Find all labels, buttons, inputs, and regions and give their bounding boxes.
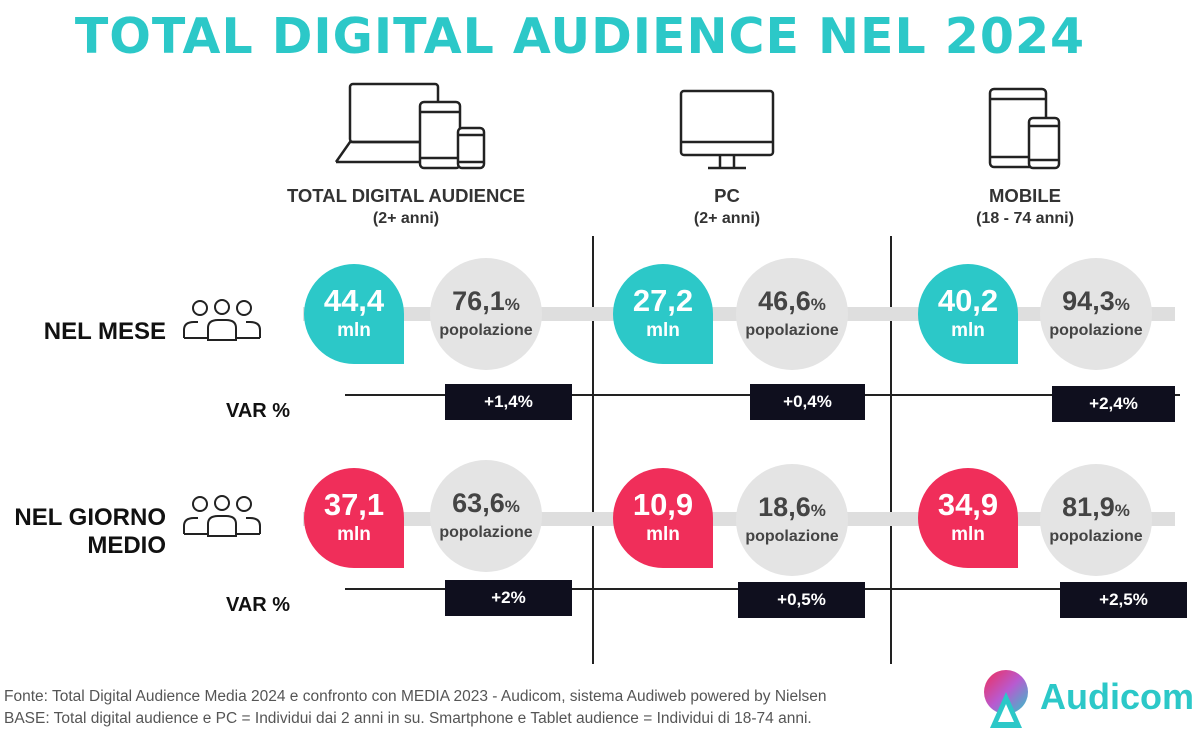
var-badge: +2% xyxy=(445,580,572,616)
population-pct: 81,9 xyxy=(1062,492,1115,522)
population-label: popolazione xyxy=(439,322,533,339)
population-circle: 18,6% popolazione xyxy=(736,464,848,576)
column-divider xyxy=(592,236,594,664)
people-group-icon xyxy=(183,299,261,341)
var-badge: +1,4% xyxy=(445,384,572,420)
page-title: TOTAL DIGITAL AUDIENCE NEL 2024 xyxy=(74,8,1086,65)
audience-drop: 40,2 mln xyxy=(918,264,1018,364)
mobile-devices-icon xyxy=(988,87,1061,170)
column-subtitle: (2+ anni) xyxy=(372,210,440,227)
audience-unit: mln xyxy=(951,524,985,545)
population-circle: 81,9% popolazione xyxy=(1040,464,1152,576)
var-label: VAR % xyxy=(226,400,291,422)
audience-unit: mln xyxy=(951,320,985,341)
var-badge: +0,4% xyxy=(750,384,865,420)
row-label-day: NEL GIORNO MEDIO xyxy=(0,504,166,560)
footer-base: BASE: Total digital audience e PC = Indi… xyxy=(4,710,812,727)
people-group-icon xyxy=(183,495,261,537)
audience-value: 37,1 xyxy=(323,487,385,522)
footer-source: Fonte: Total Digital Audience Media 2024… xyxy=(4,688,827,705)
audience-unit: mln xyxy=(646,320,680,341)
column-title: PC xyxy=(714,185,740,206)
percent-sign: % xyxy=(810,295,826,314)
audience-value: 27,2 xyxy=(632,283,694,318)
audicom-logo-text: Audicom xyxy=(1040,676,1195,717)
population-pct: 63,6 xyxy=(452,488,505,518)
var-badge: +2,5% xyxy=(1060,582,1187,618)
population-label: popolazione xyxy=(1049,322,1143,339)
row-label-line: MEDIO xyxy=(87,532,166,559)
percent-sign: % xyxy=(810,501,826,520)
population-circle: 94,3% popolazione xyxy=(1040,258,1152,370)
audience-drop: 44,4 mln xyxy=(304,264,404,364)
column-subtitle: (2+ anni) xyxy=(693,210,761,227)
column-title: MOBILE xyxy=(989,185,1061,206)
audience-value: 40,2 xyxy=(937,283,999,318)
percent-sign: % xyxy=(1114,295,1130,314)
var-label: VAR % xyxy=(226,594,291,616)
column-header-pc: PC (2+ anni) xyxy=(620,184,834,230)
audience-value: 34,9 xyxy=(937,487,999,522)
population-pct: 94,3 xyxy=(1062,286,1115,316)
audience-drop: 10,9 mln xyxy=(613,468,713,568)
audience-value: 10,9 xyxy=(632,487,694,522)
population-label: popolazione xyxy=(745,528,839,545)
population-pct: 18,6 xyxy=(758,492,811,522)
var-badge: +2,4% xyxy=(1052,386,1175,422)
population-pct: 76,1 xyxy=(452,286,505,316)
audience-drop: 37,1 mln xyxy=(304,468,404,568)
column-header-mobile: MOBILE (18 - 74 anni) xyxy=(925,184,1125,230)
population-pct: 46,6 xyxy=(758,286,811,316)
percent-sign: % xyxy=(504,295,520,314)
population-circle: 46,6% popolazione xyxy=(736,258,848,370)
row-label-month: NEL MESE xyxy=(43,318,166,345)
audience-unit: mln xyxy=(337,524,371,545)
footer-notes: Fonte: Total Digital Audience Media 2024… xyxy=(4,686,827,730)
audicom-logo-icon xyxy=(984,670,1028,728)
column-header-total: TOTAL DIGITAL AUDIENCE (2+ anni) xyxy=(250,184,562,230)
multi-device-icon xyxy=(334,82,486,170)
population-label: popolazione xyxy=(1049,528,1143,545)
percent-sign: % xyxy=(504,497,520,516)
row-label-line: NEL GIORNO xyxy=(14,504,166,531)
population-circle: 63,6% popolazione xyxy=(430,460,542,572)
population-circle: 76,1% popolazione xyxy=(430,258,542,370)
var-badge: +0,5% xyxy=(738,582,865,618)
column-subtitle: (18 - 74 anni) xyxy=(976,210,1074,227)
population-label: popolazione xyxy=(745,322,839,339)
audience-unit: mln xyxy=(337,320,371,341)
audience-drop: 34,9 mln xyxy=(918,468,1018,568)
column-title: TOTAL DIGITAL AUDIENCE xyxy=(286,185,526,206)
column-divider xyxy=(890,236,892,664)
audience-value: 44,4 xyxy=(323,283,385,318)
population-label: popolazione xyxy=(439,524,533,541)
desktop-monitor-icon xyxy=(679,89,775,170)
audience-drop: 27,2 mln xyxy=(613,264,713,364)
audience-unit: mln xyxy=(646,524,680,545)
percent-sign: % xyxy=(1114,501,1130,520)
